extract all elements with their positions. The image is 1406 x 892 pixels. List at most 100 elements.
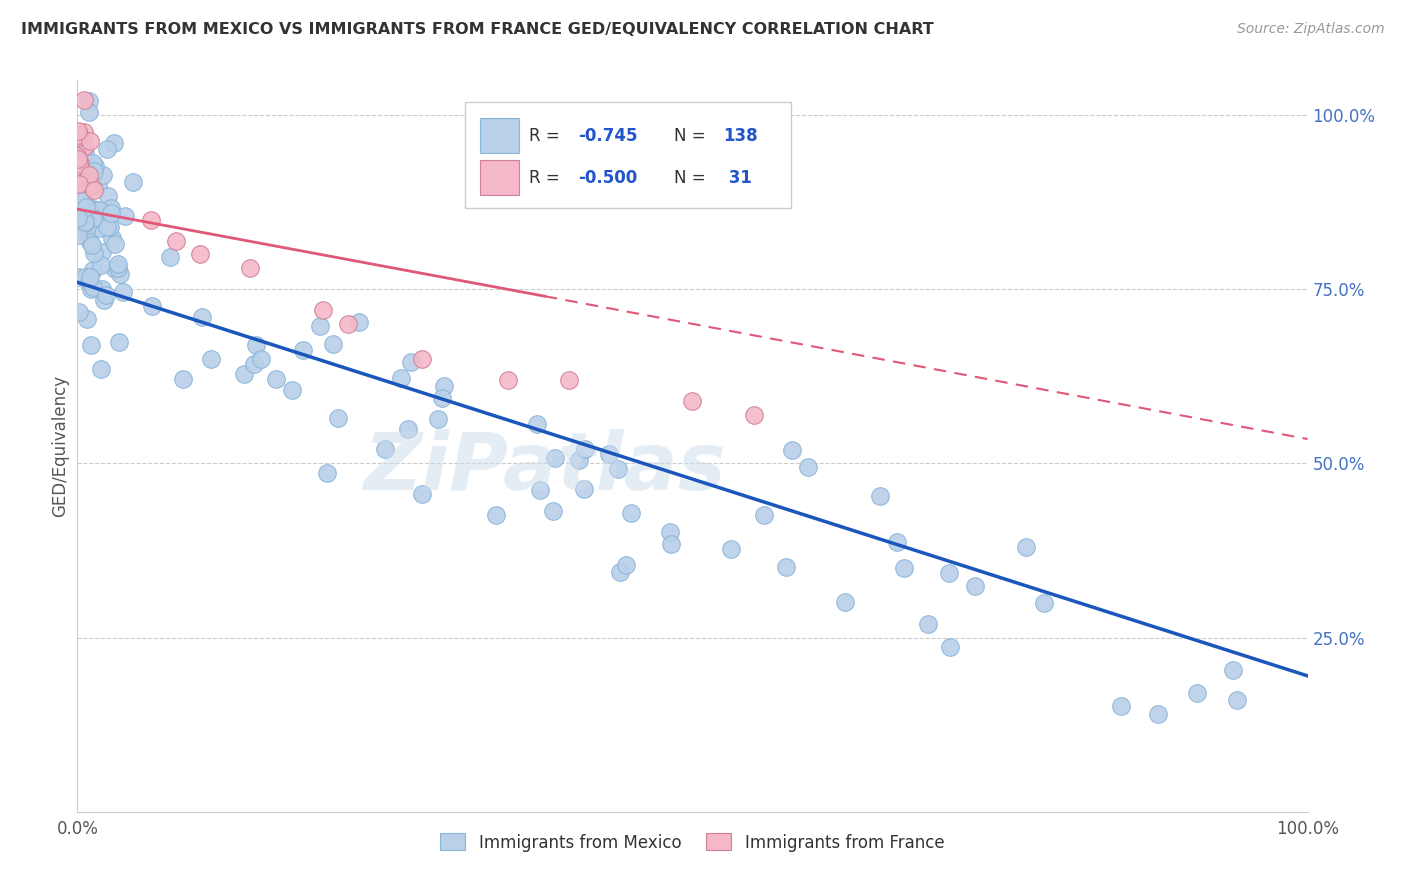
Point <box>91 244 114 259</box>
Point <box>496 373 519 387</box>
Point <box>103 136 125 151</box>
Point <box>75 269 97 284</box>
Point <box>111 285 134 299</box>
Point <box>315 466 337 480</box>
Point <box>91 168 114 182</box>
Point <box>77 202 100 217</box>
Point <box>76 312 98 326</box>
Text: N =: N = <box>673 127 711 145</box>
Point <box>67 136 90 150</box>
Point <box>79 269 101 284</box>
Point <box>72 190 94 204</box>
Point <box>75 139 97 153</box>
Point <box>93 293 115 308</box>
Point <box>89 221 111 235</box>
Point <box>411 351 433 366</box>
Point <box>100 201 122 215</box>
Point <box>75 222 97 236</box>
Point <box>485 508 508 523</box>
Point <box>399 354 422 368</box>
Point <box>72 211 94 226</box>
Point <box>309 318 332 333</box>
Point <box>834 595 856 609</box>
Point <box>430 392 453 406</box>
Point <box>67 128 90 143</box>
Point <box>114 209 136 223</box>
Point <box>76 167 98 181</box>
Point <box>96 219 118 234</box>
Point <box>76 206 98 220</box>
Point <box>67 211 90 225</box>
Point <box>141 299 163 313</box>
Point <box>322 337 344 351</box>
Point <box>69 221 91 235</box>
Point <box>67 305 90 319</box>
Point <box>67 128 90 143</box>
Point <box>541 504 564 518</box>
Point <box>79 235 101 249</box>
Point <box>107 256 129 270</box>
Point <box>67 178 90 192</box>
Point <box>607 462 630 476</box>
Point <box>110 267 132 281</box>
Point <box>100 206 122 220</box>
Point <box>76 220 98 235</box>
Point <box>1015 540 1038 554</box>
Point <box>72 170 94 185</box>
Point <box>172 372 194 386</box>
Point <box>232 367 254 381</box>
Point <box>77 94 100 108</box>
Point <box>66 130 89 145</box>
Point <box>82 263 104 277</box>
Point <box>69 156 91 170</box>
Point <box>83 164 105 178</box>
Point <box>568 453 591 467</box>
Point <box>374 442 396 456</box>
Point <box>1109 699 1132 714</box>
Point <box>396 422 419 436</box>
Point <box>80 338 103 352</box>
Point <box>775 559 797 574</box>
Point <box>574 442 596 456</box>
Point <box>80 282 103 296</box>
Point <box>69 202 91 217</box>
Legend: Immigrants from Mexico, Immigrants from France: Immigrants from Mexico, Immigrants from … <box>434 827 950 858</box>
Point <box>66 188 89 202</box>
Point <box>598 446 620 460</box>
Point <box>82 202 104 216</box>
Text: R =: R = <box>529 127 565 145</box>
Point <box>752 508 775 523</box>
Point <box>70 174 93 188</box>
Point <box>426 411 449 425</box>
Point <box>84 203 107 218</box>
Bar <box>479 119 519 153</box>
Point <box>75 217 97 231</box>
Point <box>965 579 987 593</box>
Point <box>73 125 96 139</box>
Point <box>188 247 212 261</box>
Point <box>96 205 118 219</box>
Point <box>66 128 89 142</box>
Point <box>200 351 222 366</box>
Point <box>79 276 101 290</box>
Point <box>349 315 371 329</box>
Point <box>104 262 127 277</box>
Point <box>249 352 271 367</box>
Point <box>108 335 131 350</box>
Point <box>411 487 433 501</box>
Point <box>67 157 90 171</box>
Point <box>938 566 960 580</box>
Point <box>141 212 163 227</box>
Point <box>312 303 335 318</box>
Point <box>67 228 90 243</box>
Point <box>264 372 287 386</box>
Point <box>67 123 90 137</box>
Point <box>73 93 96 107</box>
Text: ZiPatlas: ZiPatlas <box>364 429 725 507</box>
Bar <box>479 160 519 195</box>
Point <box>165 234 187 248</box>
Point <box>917 617 939 632</box>
Point <box>337 317 360 331</box>
Point <box>720 542 742 557</box>
Point <box>544 450 567 465</box>
